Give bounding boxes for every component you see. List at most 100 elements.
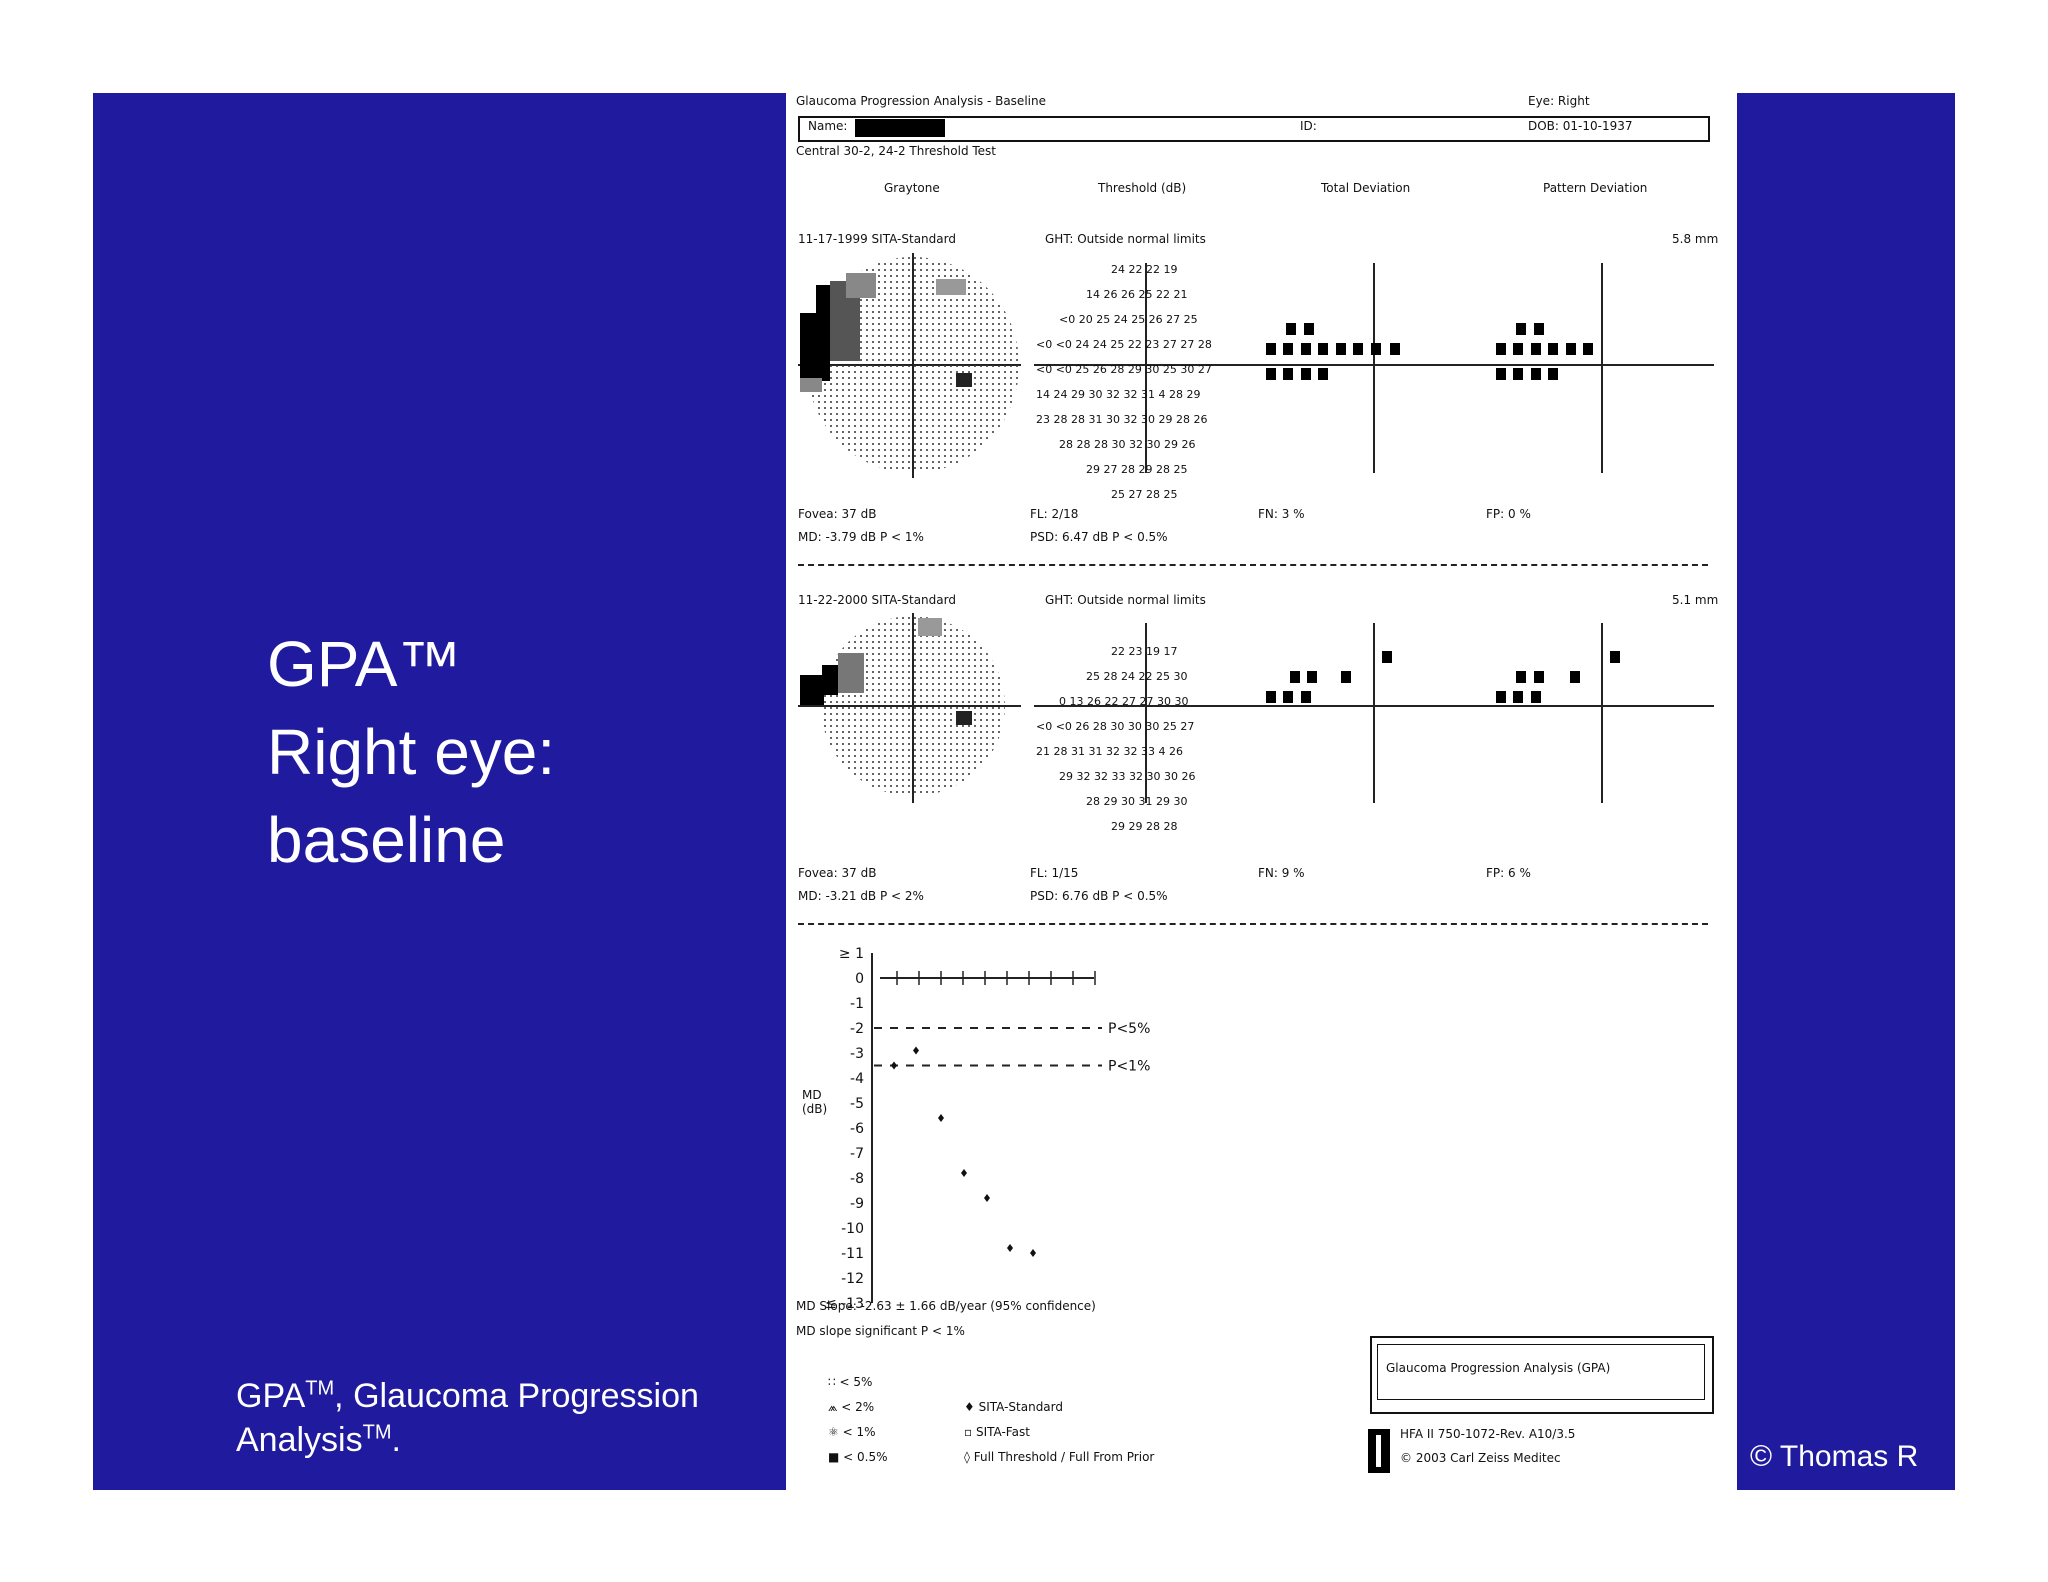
exam2-pattern-dev	[1496, 651, 1620, 703]
title-line-2: Right eye:	[267, 716, 556, 788]
footnote-text: GPA	[236, 1377, 306, 1415]
small-diamond-icon: ◊	[964, 1450, 974, 1464]
title-line-3: baseline	[267, 804, 506, 876]
divider	[798, 564, 1708, 566]
test-type: Central 30-2, 24-2 Threshold Test	[796, 144, 997, 158]
black-square-icon: ■	[828, 1450, 844, 1464]
y-tick-label: -11	[841, 1246, 864, 1262]
copyright: © Thomas R	[1750, 1440, 1919, 1473]
threshold-row: <0 20 25 24 25 26 27 25	[1059, 313, 1198, 326]
hatch-icon: ⩕	[828, 1400, 842, 1414]
zeiss-copyright: © 2003 Carl Zeiss Meditec	[1400, 1451, 1561, 1465]
legend-p1: < 1%	[842, 1425, 876, 1439]
slide-footnote: GPATM, Glaucoma Progression AnalysisTM.	[236, 1374, 699, 1462]
footnote-text: , Glaucoma Progression	[334, 1377, 699, 1415]
exam2-fields	[798, 613, 1714, 803]
exam1-date: 11-17-1999 SITA-Standard	[798, 232, 956, 246]
threshold-row: <0 <0 26 28 30 30 30 25 27	[1036, 720, 1195, 733]
y-tick-label: -5	[850, 1096, 864, 1112]
exam1-graytone	[800, 257, 1019, 473]
y-tick-label: -2	[850, 1021, 864, 1037]
legend-p5: < 5%	[839, 1375, 873, 1389]
threshold-row: <0 <0 24 24 25 22 23 27 27 28	[1036, 338, 1212, 351]
exam1-md: MD: -3.79 dB P < 1%	[798, 530, 924, 544]
dob-label: DOB: 01-10-1937	[1528, 119, 1633, 133]
legend-p2: < 2%	[841, 1400, 875, 1414]
exam2-psd: PSD: 6.76 dB P < 0.5%	[1030, 889, 1168, 903]
exam1-fp: FP: 0 %	[1486, 507, 1531, 521]
md-axis-label: MD (dB)	[802, 1088, 828, 1116]
slide-title: GPA™ Right eye: baseline	[267, 620, 555, 884]
divider	[798, 923, 1708, 925]
legend-sita-fast: SITA-Fast	[975, 1425, 1030, 1439]
exam2-md: MD: -3.21 dB P < 2%	[798, 889, 924, 903]
exam1-pattern-dev	[1496, 323, 1593, 380]
redacted-name	[855, 119, 945, 137]
col-total-deviation: Total Deviation	[1321, 181, 1411, 195]
md-data-point	[961, 1169, 967, 1177]
exam2-fp: FP: 6 %	[1486, 866, 1531, 880]
threshold-row: 21 28 31 31 32 32 33 4 26	[1036, 745, 1183, 758]
gpa-label-box	[1370, 1336, 1714, 1414]
crosshatch-icon: ⚛	[828, 1425, 843, 1439]
threshold-row: 28 28 28 30 32 30 29 26	[1059, 438, 1196, 451]
threshold-row: 28 29 30 31 29 30	[1086, 795, 1188, 808]
y-tick-label: -7	[850, 1146, 864, 1162]
id-label: ID:	[1300, 119, 1317, 133]
y-tick-label: -9	[850, 1196, 864, 1212]
reference-label: P<1%	[1108, 1059, 1150, 1075]
gpa-report: Glaucoma Progression Analysis - Baseline…	[786, 93, 1737, 1490]
exam1-ght: GHT: Outside normal limits	[1045, 232, 1206, 246]
y-tick-label: -12	[841, 1271, 864, 1287]
report-title: Glaucoma Progression Analysis - Baseline	[796, 94, 1046, 108]
y-tick-label: 0	[855, 971, 864, 987]
dots-icon: ∷	[828, 1375, 840, 1389]
exam1-fl: FL: 2/18	[1030, 507, 1079, 521]
threshold-row: <0 <0 25 26 28 29 30 25 30 27	[1036, 363, 1212, 376]
legend-sita-standard: SITA-Standard	[978, 1400, 1063, 1414]
exam2-total-dev	[1266, 651, 1392, 703]
md-data-point	[938, 1114, 944, 1122]
md-data-point	[913, 1046, 919, 1055]
zeiss-logo	[1368, 1429, 1390, 1473]
patient-box	[798, 116, 1710, 142]
md-slope-significance: MD slope significant P < 1%	[796, 1324, 965, 1338]
title-line-1: GPA™	[267, 628, 462, 700]
exam2-ght: GHT: Outside normal limits	[1045, 593, 1206, 607]
exam2-fn: FN: 9 %	[1258, 866, 1305, 880]
col-pattern-deviation: Pattern Deviation	[1543, 181, 1648, 195]
hfa-version: HFA II 750-1072-Rev. A10/3.5	[1400, 1427, 1576, 1441]
md-trend-chart: ≥ 1 0 -1 -2 -3 -4 -5 -6 -7 -8 -9 -10 -11 -12 ≤ -13 P<5%…	[825, 946, 1150, 1312]
md-data-point	[984, 1194, 990, 1202]
md-data-point	[1007, 1244, 1013, 1252]
exam1-fovea: Fovea: 37 dB	[798, 507, 877, 521]
threshold-row: 24 22 22 19	[1111, 263, 1178, 276]
footnote-text: Analysis	[236, 1421, 363, 1459]
exam1-psd: PSD: 6.47 dB P < 0.5%	[1030, 530, 1168, 544]
footnote-sup: TM	[305, 1377, 335, 1400]
exam1-fn: FN: 3 %	[1258, 507, 1305, 521]
exam2-graytone	[800, 616, 1005, 796]
y-tick-label: -1	[850, 996, 864, 1012]
y-tick-label: ≤ -13	[825, 1296, 864, 1312]
exam2-fovea: Fovea: 37 dB	[798, 866, 877, 880]
footnote-text: .	[391, 1421, 401, 1459]
exam2-pupil: 5.1 mm	[1672, 593, 1719, 607]
y-tick-label: -8	[850, 1171, 864, 1187]
threshold-row: 14 26 26 25 22 21	[1086, 288, 1188, 301]
threshold-row: 22 23 19 17	[1111, 645, 1178, 658]
col-graytone: Graytone	[884, 181, 940, 195]
md-data-point	[891, 1061, 897, 1070]
md-slope: MD Slope: -2.63 ± 1.66 dB/year (95% conf…	[796, 1299, 1096, 1313]
exam1-fields	[798, 253, 1714, 478]
threshold-row: 23 28 28 31 30 32 30 29 28 26	[1036, 413, 1208, 426]
col-threshold: Threshold (dB)	[1098, 181, 1187, 195]
y-tick-label: ≥ 1	[839, 946, 864, 962]
name-label: Name:	[808, 119, 848, 133]
threshold-row: 29 29 28 28	[1111, 820, 1178, 833]
diamond-icon: ♦	[964, 1400, 979, 1414]
threshold-row: 14 24 29 30 32 32 31 4 28 29	[1036, 388, 1201, 401]
exam2-date: 11-22-2000 SITA-Standard	[798, 593, 956, 607]
exam1-pupil: 5.8 mm	[1672, 232, 1719, 246]
legend-p05: < 0.5%	[843, 1450, 888, 1464]
